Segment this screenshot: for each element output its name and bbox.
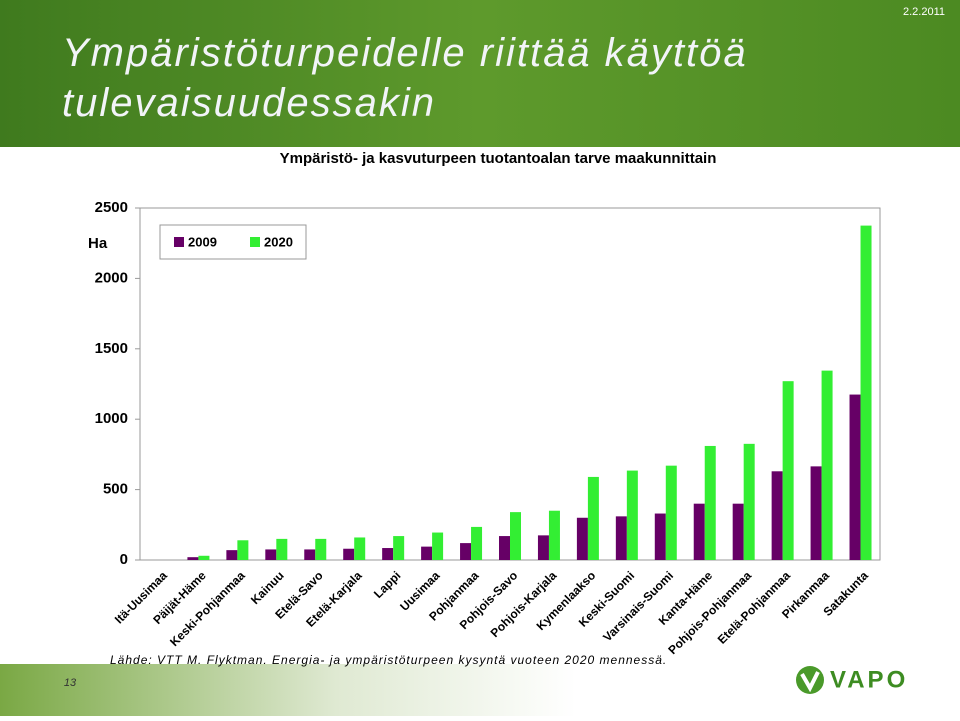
bar bbox=[587, 476, 599, 560]
chart-area bbox=[58, 147, 900, 647]
bar bbox=[393, 536, 405, 560]
y-tick-label: 1000 bbox=[95, 410, 128, 427]
logo: VAPO bbox=[830, 666, 908, 693]
bar bbox=[198, 555, 210, 560]
y-axis-label: Ha bbox=[88, 235, 108, 252]
bar bbox=[226, 550, 238, 560]
bar bbox=[849, 394, 861, 560]
bar bbox=[821, 370, 833, 560]
bar bbox=[548, 510, 560, 560]
bar bbox=[460, 543, 472, 560]
y-tick-label: 1500 bbox=[95, 340, 128, 357]
legend-label: 2020 bbox=[264, 234, 293, 249]
logo-check bbox=[800, 671, 820, 693]
bar bbox=[315, 538, 327, 560]
legend-label: 2009 bbox=[188, 234, 217, 249]
source: Lähde: VTT M. Flyktman. Energia- ja ympä… bbox=[110, 653, 667, 667]
bar bbox=[576, 517, 588, 560]
bar bbox=[499, 536, 510, 560]
bar bbox=[704, 445, 716, 560]
bar bbox=[782, 381, 794, 560]
chart-title: Ympäristö- ja kasvuturpeen tuotantoalan … bbox=[280, 150, 717, 167]
legend-box bbox=[159, 224, 307, 260]
bar bbox=[732, 503, 744, 560]
bar bbox=[421, 546, 433, 560]
y-tick-label: 2000 bbox=[95, 269, 128, 286]
bar bbox=[265, 549, 277, 560]
bar bbox=[743, 443, 755, 560]
page-number: 13 bbox=[64, 677, 77, 689]
bar bbox=[537, 535, 549, 560]
bar bbox=[615, 516, 627, 560]
slide-title: Ympäristöturpeidelle riittää käyttöä tule… bbox=[62, 31, 748, 125]
bar bbox=[432, 532, 444, 560]
bar bbox=[343, 548, 355, 560]
y-tick-label: 0 bbox=[120, 551, 128, 568]
bar bbox=[626, 470, 638, 560]
y-tick-label: 2500 bbox=[95, 199, 128, 216]
bar bbox=[693, 503, 705, 560]
bar bbox=[860, 225, 872, 560]
bar bbox=[187, 557, 199, 560]
y-tick-label: 500 bbox=[103, 481, 128, 498]
bar bbox=[810, 466, 822, 560]
bar bbox=[654, 513, 666, 560]
bar bbox=[304, 549, 316, 560]
bar bbox=[665, 465, 677, 560]
legend-swatch bbox=[250, 237, 260, 247]
legend-swatch bbox=[174, 237, 184, 247]
header-band bbox=[0, 0, 960, 147]
bar bbox=[354, 537, 366, 560]
bar bbox=[276, 538, 288, 560]
bar bbox=[771, 471, 783, 560]
bar bbox=[237, 540, 249, 560]
bar bbox=[382, 548, 394, 560]
bar bbox=[471, 526, 483, 560]
date: 2.2.2011 bbox=[903, 6, 945, 18]
bar bbox=[510, 512, 521, 560]
